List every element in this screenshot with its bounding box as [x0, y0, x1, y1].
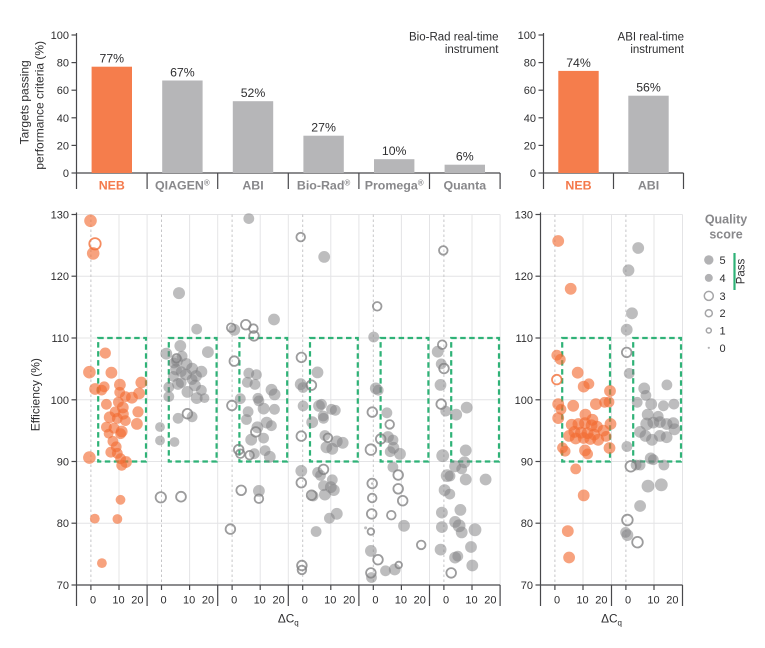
- svg-text:6%: 6%: [456, 150, 474, 164]
- svg-text:20: 20: [484, 595, 496, 607]
- svg-text:40: 40: [524, 113, 536, 125]
- svg-text:10: 10: [254, 595, 266, 607]
- svg-text:performance criteria (%): performance criteria (%): [32, 41, 46, 170]
- svg-text:10: 10: [465, 595, 477, 607]
- svg-text:80: 80: [521, 518, 533, 530]
- svg-text:0: 0: [161, 595, 167, 607]
- svg-text:67%: 67%: [170, 66, 195, 80]
- svg-text:Quanta: Quanta: [443, 179, 486, 193]
- svg-text:NEB: NEB: [99, 179, 125, 193]
- svg-text:110: 110: [51, 333, 69, 345]
- svg-text:20: 20: [666, 595, 678, 607]
- svg-text:100: 100: [518, 30, 536, 42]
- svg-text:ΔCq: ΔCq: [601, 612, 622, 628]
- svg-text:120: 120: [51, 271, 69, 283]
- svg-text:70: 70: [57, 580, 69, 592]
- svg-text:ΔCq: ΔCq: [278, 612, 299, 628]
- svg-text:120: 120: [515, 271, 533, 283]
- svg-text:27%: 27%: [311, 121, 336, 135]
- svg-text:80: 80: [57, 58, 69, 70]
- svg-text:Quality: Quality: [705, 213, 747, 227]
- svg-text:90: 90: [57, 457, 69, 469]
- svg-text:80: 80: [57, 518, 69, 530]
- svg-text:60: 60: [57, 85, 69, 97]
- svg-text:Pass: Pass: [736, 258, 748, 284]
- svg-text:74%: 74%: [566, 56, 591, 70]
- svg-text:100: 100: [51, 395, 69, 407]
- svg-text:instrument: instrument: [630, 44, 684, 56]
- svg-text:10: 10: [576, 595, 588, 607]
- svg-text:10: 10: [112, 595, 124, 607]
- svg-text:90: 90: [521, 457, 533, 469]
- svg-text:0: 0: [443, 595, 449, 607]
- svg-text:score: score: [709, 228, 742, 242]
- svg-text:80: 80: [524, 58, 536, 70]
- svg-text:0: 0: [63, 168, 69, 180]
- svg-text:10: 10: [395, 595, 407, 607]
- svg-text:70: 70: [521, 580, 533, 592]
- svg-text:20: 20: [202, 595, 214, 607]
- svg-text:QIAGEN®: QIAGEN®: [155, 179, 210, 193]
- svg-text:20: 20: [131, 595, 143, 607]
- svg-text:0: 0: [372, 595, 378, 607]
- svg-text:ABI: ABI: [638, 179, 659, 193]
- svg-text:130: 130: [51, 210, 69, 222]
- svg-text:10%: 10%: [382, 144, 407, 158]
- svg-text:100: 100: [515, 395, 533, 407]
- svg-text:52%: 52%: [241, 86, 266, 100]
- svg-text:60: 60: [524, 85, 536, 97]
- svg-text:Bio-Rad®: Bio-Rad®: [297, 179, 351, 193]
- svg-text:Bio-Rad real-time: Bio-Rad real-time: [409, 32, 498, 44]
- svg-text:0: 0: [720, 343, 726, 355]
- svg-text:NEB: NEB: [565, 179, 591, 193]
- svg-text:ABI real-time: ABI real-time: [618, 32, 684, 44]
- svg-text:0: 0: [530, 168, 536, 180]
- svg-text:2: 2: [720, 308, 726, 320]
- svg-text:10: 10: [647, 595, 659, 607]
- svg-text:40: 40: [57, 113, 69, 125]
- svg-text:0: 0: [90, 595, 96, 607]
- svg-text:20: 20: [414, 595, 426, 607]
- svg-text:0: 0: [625, 595, 631, 607]
- svg-text:4: 4: [720, 273, 726, 285]
- svg-text:0: 0: [302, 595, 308, 607]
- svg-text:20: 20: [524, 140, 536, 152]
- svg-text:20: 20: [272, 595, 284, 607]
- svg-text:5: 5: [720, 255, 726, 267]
- svg-text:1: 1: [720, 326, 726, 338]
- svg-text:Efficiency (%): Efficiency (%): [28, 358, 42, 431]
- svg-text:ABI: ABI: [242, 179, 263, 193]
- svg-text:56%: 56%: [636, 81, 661, 95]
- svg-text:instrument: instrument: [445, 44, 499, 56]
- svg-text:77%: 77%: [99, 52, 124, 66]
- svg-text:100: 100: [51, 30, 69, 42]
- svg-text:20: 20: [57, 140, 69, 152]
- svg-text:0: 0: [231, 595, 237, 607]
- svg-text:Targets passing: Targets passing: [17, 60, 31, 144]
- svg-text:20: 20: [595, 595, 607, 607]
- svg-text:20: 20: [343, 595, 355, 607]
- svg-text:110: 110: [515, 333, 533, 345]
- svg-text:3: 3: [720, 291, 726, 303]
- svg-text:10: 10: [324, 595, 336, 607]
- svg-text:Promega®: Promega®: [365, 179, 424, 193]
- svg-text:10: 10: [183, 595, 195, 607]
- svg-text:0: 0: [554, 595, 560, 607]
- svg-text:130: 130: [515, 210, 533, 222]
